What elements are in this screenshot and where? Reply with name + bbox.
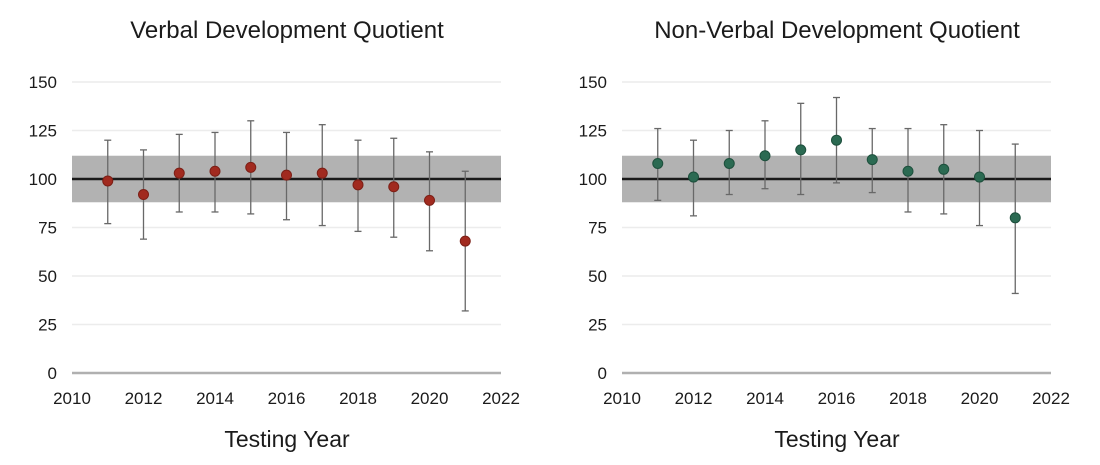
data-point (938, 163, 950, 175)
y-tick-label: 50 (38, 267, 57, 286)
data-point (388, 181, 400, 193)
x-tick-label: 2020 (411, 389, 449, 408)
y-tick-label: 100 (29, 170, 57, 189)
x-tick-label: 2022 (482, 389, 520, 408)
verbal-dq-chart: Verbal Development Quotient 0 25 50 75 100 12… (29, 17, 520, 452)
nonverbal-dq-chart: Non-Verbal Development Quotient 0 25 50 75 1… (550, 0, 1100, 465)
x-tick-label: 2010 (603, 389, 641, 408)
chart-title: Non-Verbal Development Quotient (654, 17, 1020, 44)
nonverbal-dq-plot: Non-Verbal Development Quotient 0 25 50 75 1… (579, 17, 1070, 452)
data-point (245, 161, 257, 173)
x-tick-label: 2010 (53, 389, 91, 408)
data-point (459, 235, 471, 247)
x-axis-label: Testing Year (224, 426, 350, 452)
x-tick-label: 2020 (961, 389, 999, 408)
data-point (316, 167, 328, 179)
data-point (831, 134, 842, 146)
data-point (352, 179, 364, 191)
data-point (795, 144, 807, 156)
x-tick-label: 2018 (889, 389, 927, 408)
data-point (974, 171, 985, 183)
data-point (209, 165, 221, 177)
y-tick-label: 125 (579, 122, 607, 141)
y-tick-label: 100 (579, 170, 607, 189)
y-tick-label: 0 (598, 364, 607, 383)
x-axis-label: Testing Year (774, 426, 900, 452)
data-point (652, 157, 664, 169)
data-point (688, 171, 699, 183)
data-point (138, 189, 149, 201)
data-point (424, 194, 435, 206)
x-tick-label: 2012 (125, 389, 163, 408)
y-tick-label: 25 (588, 316, 607, 335)
y-tick-label: 150 (579, 73, 607, 92)
data-point (173, 167, 185, 179)
y-tick-label: 75 (38, 219, 57, 238)
data-point (866, 154, 878, 166)
x-tick-label: 2018 (339, 389, 377, 408)
verbal-dq-plot: Verbal Development Quotient 0 25 50 75 100 12… (29, 17, 520, 452)
y-tick-label: 50 (588, 267, 607, 286)
x-tick-label: 2012 (675, 389, 713, 408)
data-point (759, 150, 771, 162)
y-tick-label: 0 (48, 364, 57, 383)
data-point (723, 157, 735, 169)
y-tick-label: 75 (588, 219, 607, 238)
x-tick-label: 2022 (1032, 389, 1070, 408)
x-tick-label: 2014 (196, 389, 234, 408)
y-tick-label: 125 (29, 122, 57, 141)
data-point (902, 165, 914, 177)
data-point (1009, 212, 1021, 224)
x-tick-label: 2016 (818, 389, 856, 408)
data-point (102, 175, 114, 187)
y-tick-label: 150 (29, 73, 57, 92)
x-tick-label: 2014 (746, 389, 784, 408)
chart-title: Verbal Development Quotient (130, 17, 444, 44)
x-tick-label: 2016 (268, 389, 306, 408)
y-tick-label: 25 (38, 316, 57, 335)
data-point (281, 169, 292, 181)
